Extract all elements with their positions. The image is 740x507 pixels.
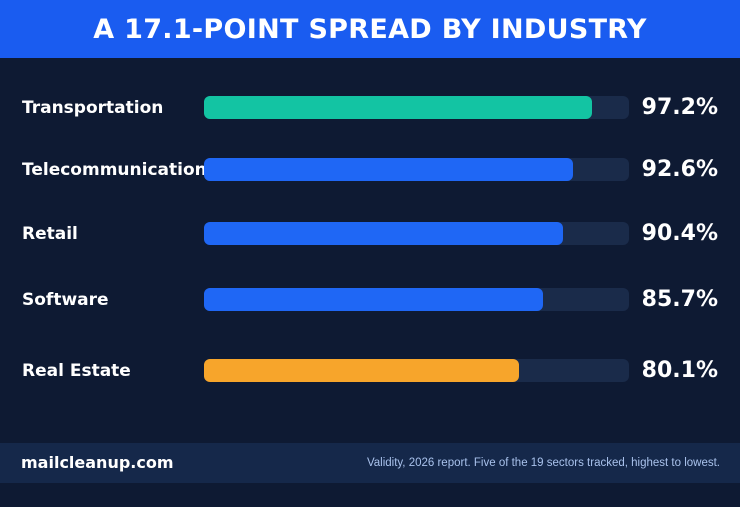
bar [204, 288, 544, 311]
bar-track [204, 288, 629, 311]
bar-row: Retail 90.4% [0, 214, 740, 254]
category-label: Real Estate [22, 361, 131, 381]
bar-row: Telecommunications 92.6% [0, 150, 740, 190]
value-label: 85.7% [641, 287, 718, 312]
source-note: Validity, 2026 report. Five of the 19 se… [366, 457, 720, 469]
site-name: mailcleanup.com [21, 453, 174, 472]
bar-row: Transportation 97.2% [0, 88, 740, 128]
value-label: 92.6% [641, 157, 718, 182]
bar-track [204, 222, 629, 245]
value-label: 90.4% [641, 221, 718, 246]
category-label: Transportation [22, 98, 164, 118]
bar-chart: Transportation 97.2% Telecommunications 92.… [0, 58, 740, 443]
bar-track [204, 359, 629, 382]
category-label: Telecommunications [22, 160, 217, 180]
footer-bar: mailcleanup.com Validity, 2026 report. F… [0, 443, 740, 483]
bar [204, 359, 520, 382]
bar-row: Software 85.7% [0, 280, 740, 320]
bar-track [204, 96, 629, 119]
bar-track [204, 158, 629, 181]
header-banner: A 17.1-POINT SPREAD BY INDUSTRY [0, 0, 740, 58]
bar [204, 222, 564, 245]
value-label: 80.1% [641, 358, 718, 383]
chart-title: A 17.1-POINT SPREAD BY INDUSTRY [93, 13, 647, 45]
bar-row: Real Estate 80.1% [0, 351, 740, 391]
bar [204, 96, 593, 119]
value-label: 97.2% [641, 95, 718, 120]
category-label: Software [22, 290, 109, 310]
category-label: Retail [22, 224, 78, 244]
bar [204, 158, 573, 181]
